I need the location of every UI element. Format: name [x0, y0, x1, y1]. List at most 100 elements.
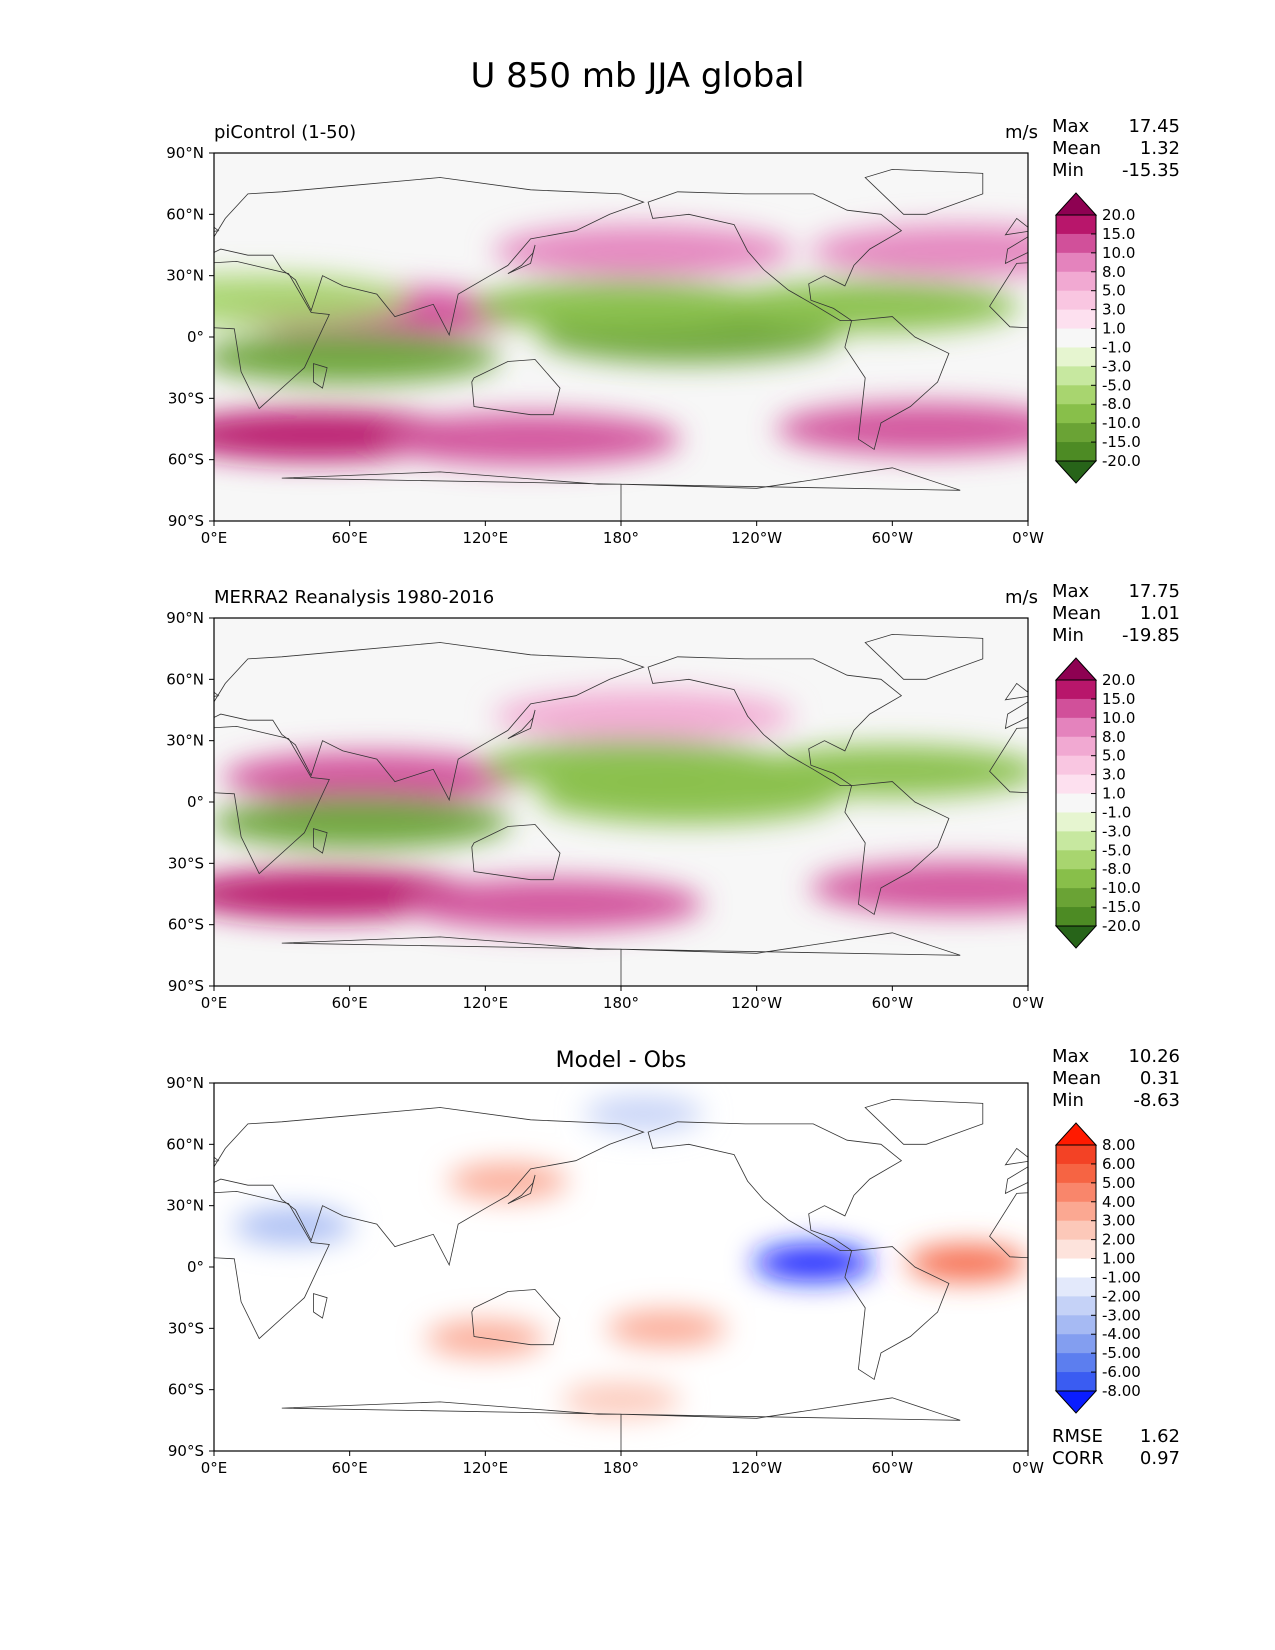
y-tick-label: 30°S [168, 854, 204, 872]
colorbar-bin [1056, 755, 1096, 776]
colorbar-bin [1056, 1145, 1096, 1165]
coastline [214, 260, 330, 410]
colorbar-bin [1056, 1239, 1096, 1260]
x-tick-label: 60°W [872, 529, 914, 547]
colorbar-tick-label: 5.00 [1102, 1174, 1135, 1192]
field-feature [583, 1095, 704, 1132]
colorbar-bin [1056, 215, 1096, 235]
panel-model-minus-obs: Model - Obs Max 10.26 Mean 0.31 Min -8.63 R… [0, 1040, 1275, 1510]
field-feature [810, 225, 1028, 278]
coastline [313, 1293, 328, 1319]
field-feature [233, 1208, 354, 1245]
colorbar-bin [1056, 869, 1096, 889]
coastline [471, 359, 561, 416]
colorbar-tick-label: 1.0 [1102, 320, 1126, 338]
y-tick-label: 60°N [166, 670, 204, 688]
colorbar-bin [1056, 831, 1096, 851]
coastline [647, 191, 903, 321]
stat-value: 10.26 [1128, 1046, 1180, 1067]
colorbar-bin [1056, 888, 1096, 908]
colorbar-bin [1056, 1296, 1096, 1316]
colorbar-bin [1056, 1163, 1096, 1184]
field-feature [214, 274, 410, 327]
y-tick-label: 90°S [168, 977, 204, 995]
coastline [647, 656, 903, 786]
field-feature [493, 225, 794, 278]
units-label: m/s [1005, 122, 1038, 143]
colorbar-extend-max [1054, 192, 1098, 216]
colorbar-bin [1056, 442, 1096, 462]
colorbar-tick-label: -6.00 [1102, 1363, 1141, 1381]
colorbar-bin [1056, 812, 1096, 832]
map-plot: 0°E 60°E 120°E 180° 120°W 60°W 0°W 90°N 60°N 30°N… [166, 1074, 1141, 1477]
coastline [281, 1397, 961, 1451]
panel-title: piControl (1-50) [214, 122, 357, 143]
stats-box: Max 10.26 Mean 0.31 Min -8.63 [1052, 1046, 1180, 1112]
coastline [844, 1246, 950, 1381]
x-tick-label: 0°E [201, 994, 228, 1012]
x-tick-label: 180° [603, 1459, 639, 1477]
x-tick-label: 120°W [731, 529, 782, 547]
stat-label: CORR [1052, 1448, 1104, 1469]
colorbar-tick-label: -10.0 [1102, 879, 1141, 897]
colorbar-tick-label: -8.00 [1102, 1382, 1141, 1400]
field-feature [606, 1310, 727, 1347]
field-feature [447, 1163, 568, 1200]
y-tick-label: 30°N [166, 1197, 204, 1215]
colorbar-frame [1055, 1144, 1097, 1392]
colorbar-tick-label: 5.0 [1102, 747, 1126, 765]
coastline [507, 1174, 536, 1204]
field-feature [222, 751, 523, 804]
colorbar-bin [1056, 698, 1096, 719]
colorbar-bin [1056, 717, 1096, 738]
panel-picontrol: piControl (1-50) m/s Max 17.45 Mean 1.32 M… [0, 110, 1275, 580]
colorbar-frame [1055, 679, 1097, 927]
colorbar-tick-label: 1.00 [1102, 1250, 1135, 1268]
field-feature [493, 690, 794, 743]
coastline [214, 1107, 645, 1267]
stat-label: RMSE [1052, 1426, 1103, 1447]
field-feature [776, 403, 1028, 455]
stat-label: Max [1052, 116, 1090, 137]
coastline [864, 1098, 984, 1145]
colorbar-bin [1056, 1315, 1096, 1335]
colorbar-tick-label: -15.0 [1102, 433, 1141, 451]
colorbar-tick-label: 5.0 [1102, 282, 1126, 300]
coastline [281, 467, 961, 521]
coastline [214, 725, 330, 875]
colorbar-frame [1055, 214, 1097, 462]
colorbar-tick-label: -2.00 [1102, 1287, 1141, 1305]
stat-label: Mean [1052, 603, 1102, 624]
colorbar-tick-label: -1.00 [1102, 1268, 1141, 1286]
colorbar-extend-min [1054, 925, 1098, 949]
y-tick-label: 0° [187, 328, 204, 346]
colorbar-tick-label: -8.0 [1102, 395, 1131, 413]
colorbar-tick-label: -20.0 [1102, 452, 1141, 470]
colorbar-bin [1056, 1353, 1096, 1373]
coastline [1004, 701, 1028, 730]
colorbar-extend-max [1054, 657, 1098, 681]
colorbar-tick-label: -8.0 [1102, 860, 1131, 878]
field-feature [742, 745, 1028, 798]
colorbar-tick-label: -15.0 [1102, 898, 1141, 916]
stat-value: 0.31 [1139, 1068, 1180, 1089]
y-tick-label: 30°S [168, 1319, 204, 1337]
colorbar-tick-label: -3.00 [1102, 1306, 1141, 1324]
colorbar-extend-min [1054, 460, 1098, 484]
colorbar-extend-min [1054, 1390, 1098, 1414]
field-feature [906, 1244, 1027, 1281]
x-tick-label: 60°E [332, 994, 368, 1012]
stat-label: Mean [1052, 138, 1102, 159]
colorbar-bin [1056, 1372, 1096, 1392]
colorbar-tick-label: 3.00 [1102, 1212, 1135, 1230]
x-tick-label: 60°W [872, 1459, 914, 1477]
y-tick-label: 30°S [168, 389, 204, 407]
y-tick-label: 60°N [166, 205, 204, 223]
stat-label: Min [1052, 1090, 1084, 1111]
stat-value: 0.97 [1139, 1448, 1180, 1469]
coastline [313, 828, 328, 854]
y-tick-label: 30°N [166, 732, 204, 750]
field-feature [380, 413, 681, 466]
colorbar-tick-label: 3.0 [1102, 766, 1126, 784]
colorbar-tick-label: 1.0 [1102, 785, 1126, 803]
